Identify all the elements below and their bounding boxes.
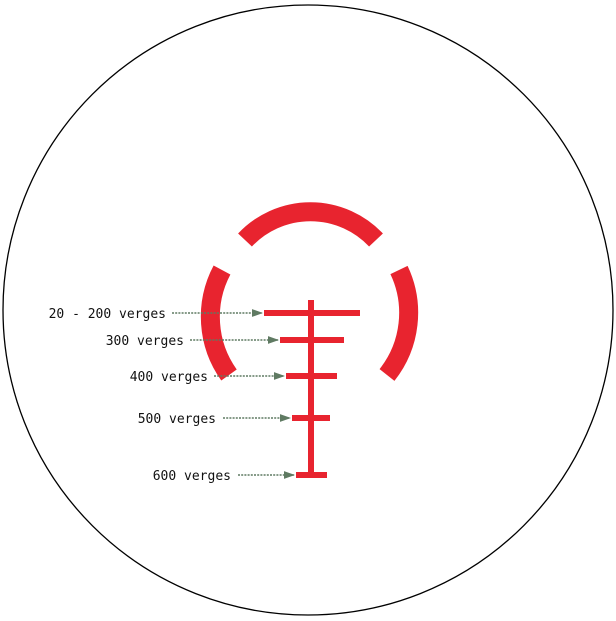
range-marks: 20 - 200 verges 300 verges 400 verges 50…	[49, 307, 360, 484]
horseshoe-arc-right	[379, 265, 419, 381]
range-label: 600 verges	[153, 469, 231, 484]
range-bar-600	[296, 472, 327, 478]
range-label: 300 verges	[106, 334, 184, 349]
range-mark-400: 400 verges	[130, 370, 337, 385]
vertical-drop-post	[308, 300, 314, 476]
horseshoe-arc-top	[238, 202, 383, 247]
range-mark-20-200: 20 - 200 verges	[49, 307, 360, 322]
range-bar-300	[280, 337, 344, 343]
horseshoe-arc-left	[200, 265, 237, 381]
horseshoe-reticle	[200, 202, 419, 381]
range-bar-400	[286, 373, 337, 379]
range-bar-500	[292, 415, 330, 421]
range-mark-600: 600 verges	[153, 469, 327, 484]
range-label: 500 verges	[138, 412, 216, 427]
range-bar-20-200	[264, 310, 360, 316]
range-mark-500: 500 verges	[138, 412, 330, 427]
range-label: 20 - 200 verges	[49, 307, 166, 322]
range-mark-300: 300 verges	[106, 334, 344, 349]
range-label: 400 verges	[130, 370, 208, 385]
